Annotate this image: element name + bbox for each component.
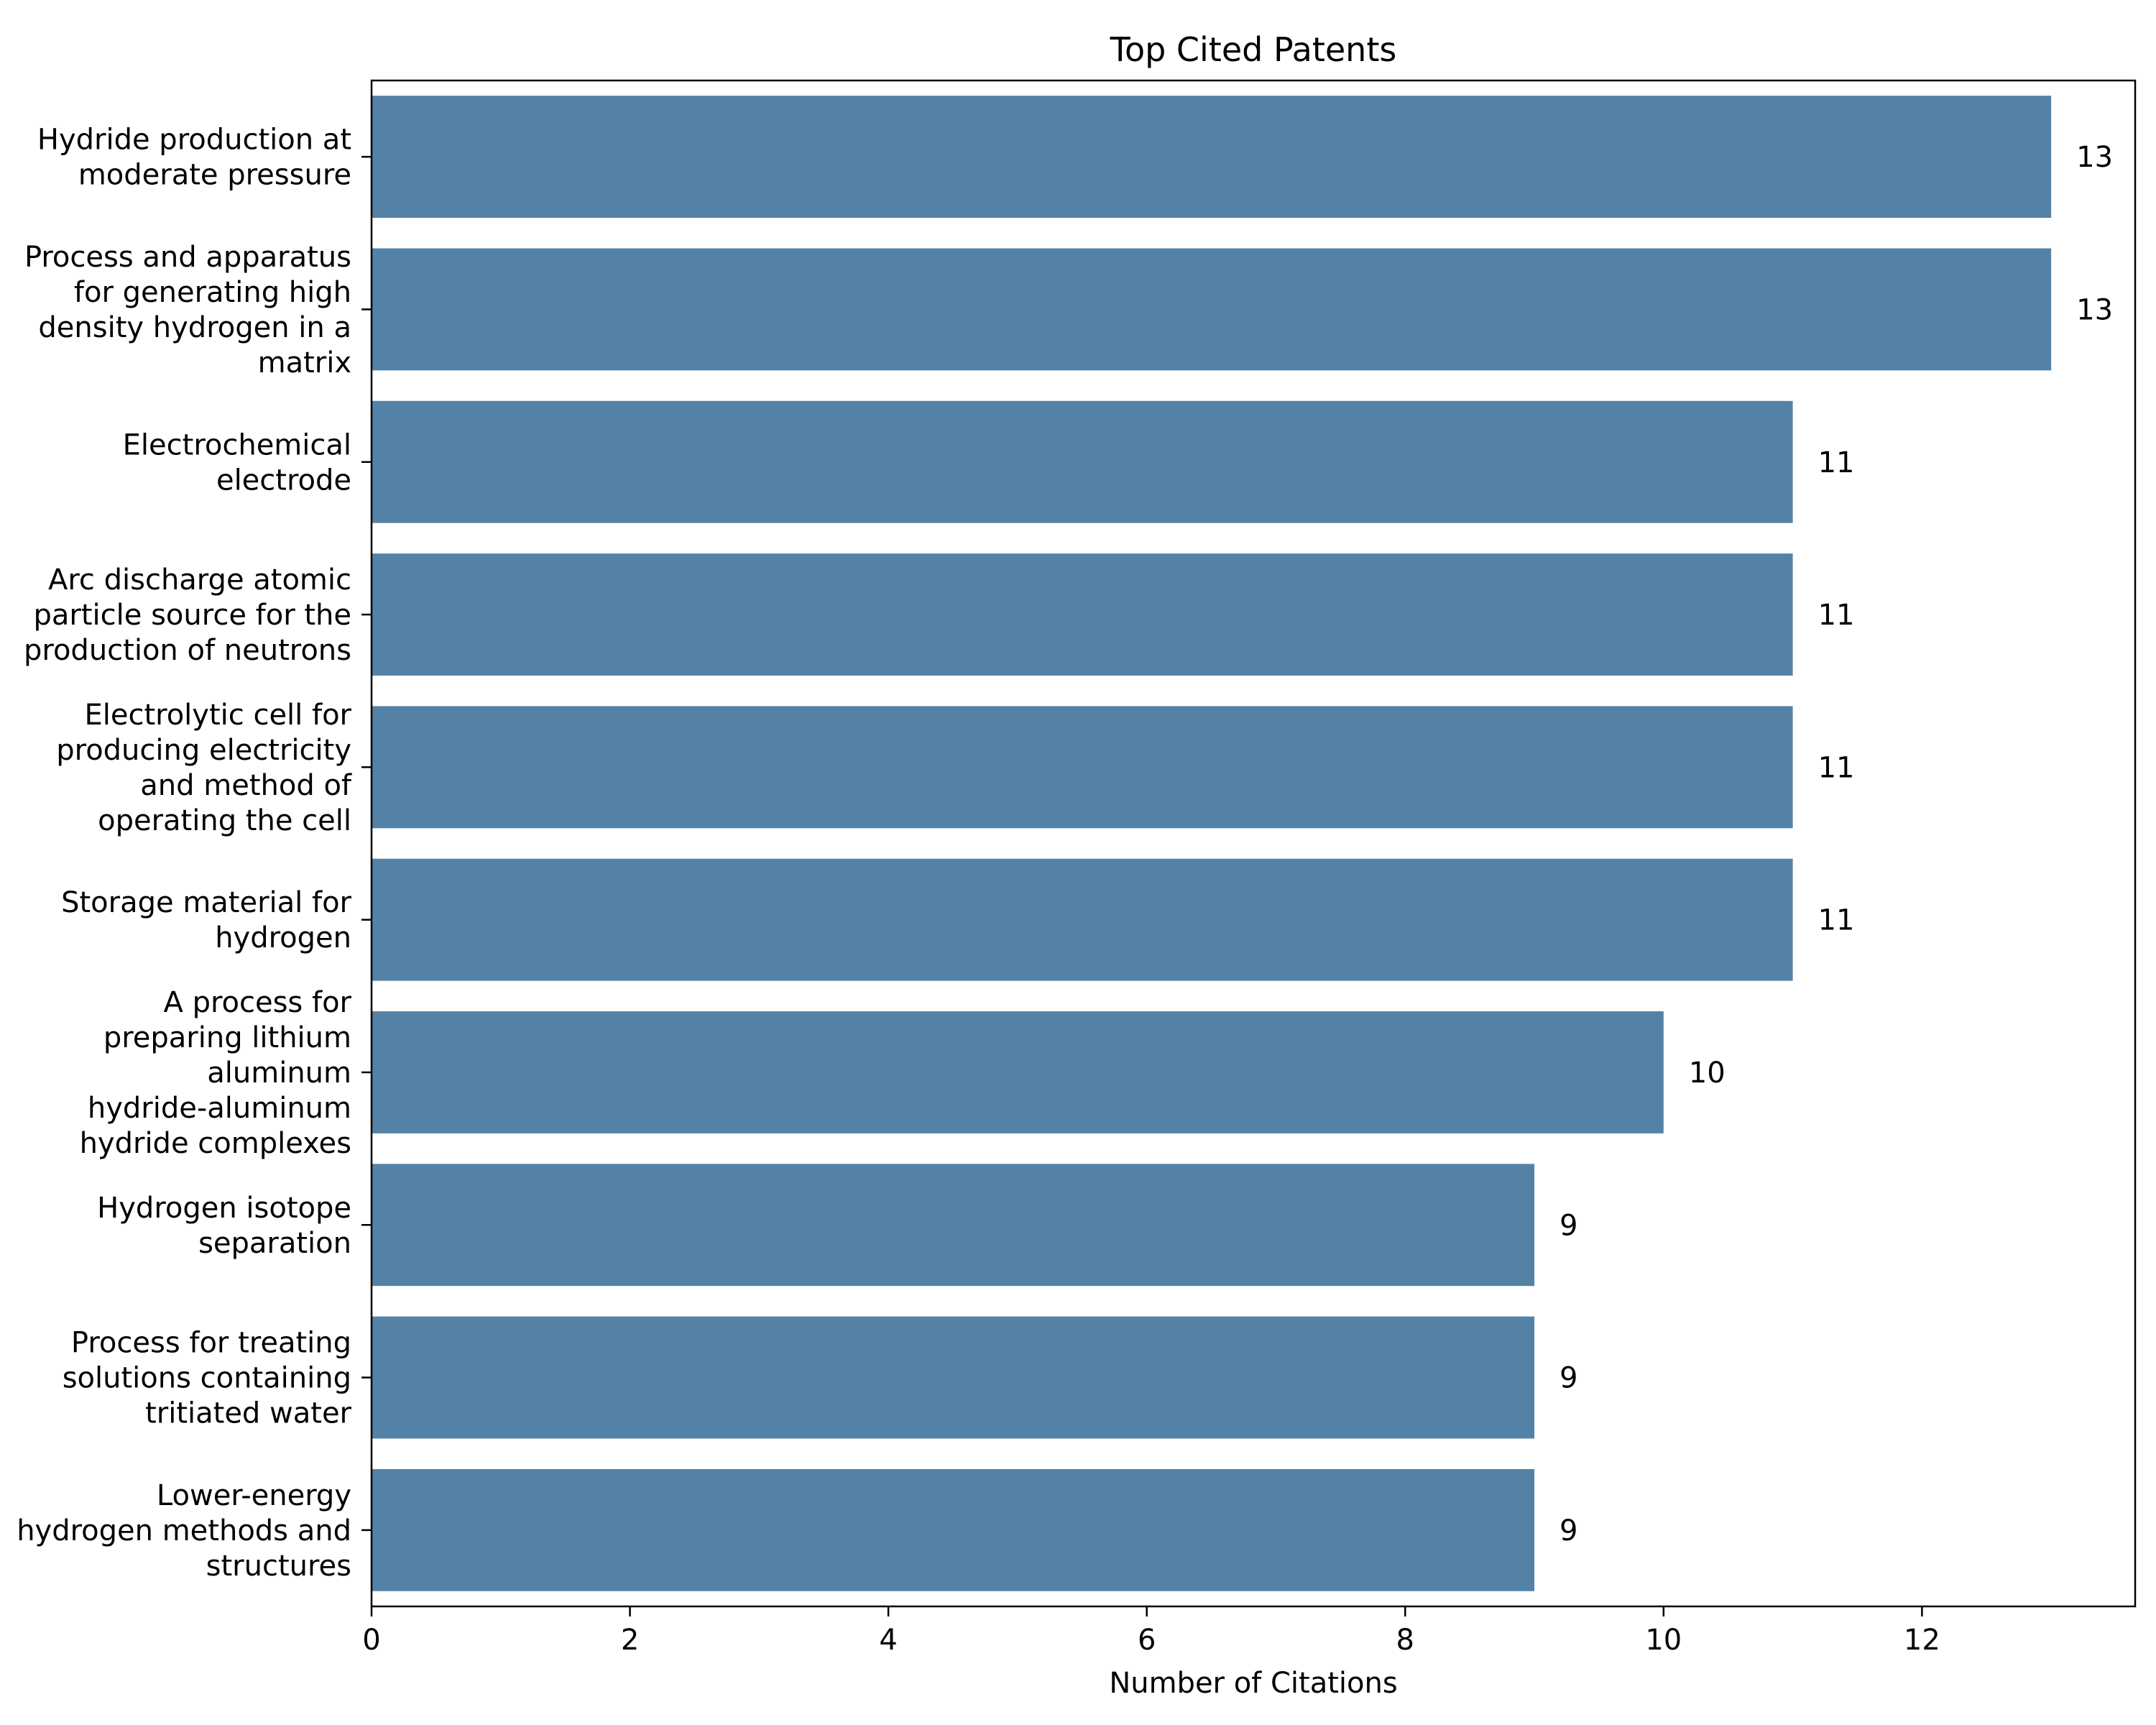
- x-axis-ticks: 0 2 4 6 8 10 12: [362, 1606, 1940, 1657]
- category-label: Electrolytic cell forproducing electrici…: [56, 699, 352, 837]
- data-label: 11: [1818, 446, 1855, 479]
- category-label: Lower-energyhydrogen methods andstructur…: [17, 1479, 351, 1583]
- category-label-line: and method of: [140, 769, 352, 802]
- bar: [372, 1317, 1534, 1439]
- bar: [372, 401, 1793, 523]
- category-label-line: separation: [198, 1227, 351, 1260]
- data-label: 9: [1560, 1514, 1577, 1547]
- category-labels: Hydride production atmoderate pressure Pr…: [17, 124, 372, 1583]
- category-label-line: hydride complexes: [80, 1127, 351, 1160]
- category-label: Storage material forhydrogen: [61, 886, 351, 954]
- category-label-line: operating the cell: [98, 804, 351, 837]
- category-label-line: moderate pressure: [78, 159, 351, 192]
- bar: [372, 859, 1793, 981]
- category-label-line: structures: [206, 1550, 351, 1583]
- category-label: Process for treatingsolutions containing…: [63, 1327, 352, 1430]
- x-tick-label: 4: [879, 1624, 897, 1657]
- x-tick-label: 10: [1645, 1624, 1682, 1657]
- category-label: Hydrogen isotopeseparation: [97, 1192, 351, 1260]
- category-label-line: production of neutrons: [24, 634, 351, 667]
- category-label-line: particle source for the: [34, 599, 351, 632]
- category-label-line: Storage material for: [61, 886, 351, 919]
- category-label-line: A process for: [163, 986, 351, 1019]
- data-label: 11: [1818, 599, 1855, 632]
- category-label-line: Lower-energy: [157, 1479, 351, 1512]
- data-label: 9: [1560, 1362, 1577, 1395]
- data-label: 13: [2076, 141, 2113, 174]
- x-tick-label: 6: [1138, 1624, 1156, 1657]
- category-label-line: Arc discharge atomic: [48, 564, 351, 597]
- data-label: 11: [1818, 904, 1855, 937]
- category-label-line: electrode: [216, 464, 351, 497]
- bars-layer: [372, 96, 2051, 1591]
- category-label-line: Electrochemical: [123, 428, 351, 461]
- x-tick-label: 0: [362, 1624, 380, 1657]
- category-label-line: solutions containing: [63, 1362, 351, 1395]
- category-label-line: hydrogen methods and: [17, 1514, 351, 1547]
- chart-title: Top Cited Patents: [1110, 30, 1397, 69]
- data-label: 9: [1560, 1209, 1577, 1242]
- bar: [372, 706, 1793, 828]
- x-tick-label: 8: [1396, 1624, 1414, 1657]
- bar: [372, 249, 2051, 371]
- category-label-line: Hydride production at: [37, 124, 351, 157]
- category-label-line: hydride-aluminum: [88, 1092, 351, 1125]
- x-axis-label: Number of Citations: [1109, 1667, 1397, 1700]
- bar: [372, 96, 2051, 218]
- category-label-line: for generating high: [74, 276, 351, 309]
- category-label-line: density hydrogen in a: [38, 311, 351, 344]
- data-label: 10: [1689, 1057, 1726, 1090]
- category-label-line: aluminum: [207, 1057, 351, 1090]
- category-label-line: preparing lithium: [103, 1021, 351, 1054]
- category-label-line: Hydrogen isotope: [97, 1192, 351, 1225]
- data-label: 11: [1818, 751, 1855, 784]
- data-label: 13: [2076, 293, 2113, 326]
- category-label: A process forpreparing lithiumaluminumhy…: [80, 986, 352, 1160]
- bar: [372, 1164, 1534, 1286]
- category-label-line: producing electricity: [56, 734, 351, 767]
- category-label: Electrochemicalelectrode: [123, 428, 351, 497]
- bar: [372, 1011, 1664, 1133]
- category-label-line: Electrolytic cell for: [84, 699, 351, 732]
- category-label: Arc discharge atomicparticle source for …: [24, 564, 351, 667]
- x-tick-label: 2: [621, 1624, 639, 1657]
- category-label: Hydride production atmoderate pressure: [37, 124, 351, 192]
- category-label-line: Process and apparatus: [24, 241, 351, 274]
- category-label-line: matrix: [258, 346, 351, 380]
- bar: [372, 1469, 1534, 1591]
- category-label-line: tritiated water: [145, 1397, 351, 1430]
- category-label-line: hydrogen: [215, 921, 351, 954]
- category-label-line: Process for treating: [71, 1327, 351, 1360]
- category-label: Process and apparatusfor generating high…: [24, 241, 351, 380]
- bar: [372, 553, 1793, 676]
- x-tick-label: 12: [1904, 1624, 1940, 1657]
